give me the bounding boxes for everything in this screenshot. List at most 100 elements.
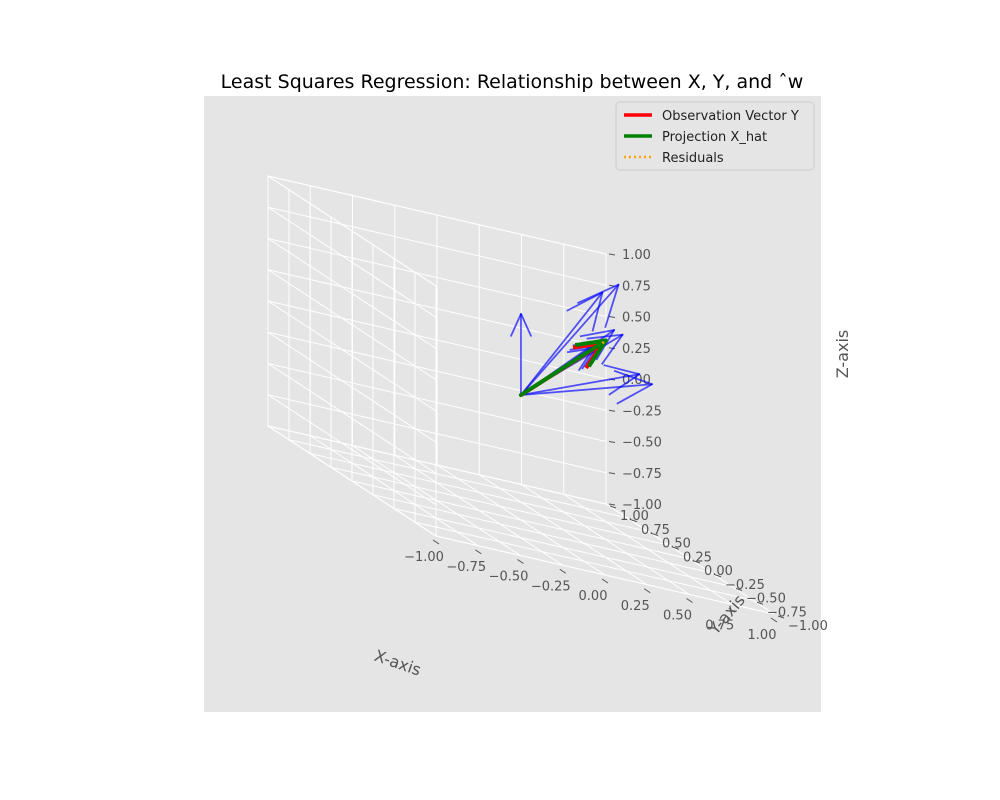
y-tick-label: 0.75 xyxy=(641,523,670,538)
z-tick-mark xyxy=(608,503,616,506)
x-tick-label: 0.50 xyxy=(663,609,692,624)
ticks: −1.00−0.75−0.50−0.250.000.250.500.751.00… xyxy=(404,248,828,643)
y-tick-mark xyxy=(651,533,659,536)
x-tick-mark xyxy=(643,588,651,594)
z-tick-label: 1.00 xyxy=(622,248,651,263)
x-tick-mark xyxy=(517,559,524,564)
z-tick-mark xyxy=(608,409,616,412)
z-tick-mark xyxy=(608,472,616,475)
z-tick-label: −0.50 xyxy=(622,436,662,451)
legend-label-observation: Observation Vector Y xyxy=(662,109,799,124)
residual-line xyxy=(601,339,607,345)
x-tick-label: −1.00 xyxy=(404,550,444,565)
blue-vector-head xyxy=(576,283,619,305)
grid-line xyxy=(267,238,437,349)
z-tick-label: −1.00 xyxy=(622,498,662,513)
y-tick-label: 0.00 xyxy=(704,564,733,579)
y-tick-mark xyxy=(735,588,743,591)
z-tick-label: −0.75 xyxy=(622,467,662,482)
grid-line xyxy=(309,453,649,532)
blue-vector-head xyxy=(591,292,604,332)
blue-vector xyxy=(520,283,620,396)
y-tick-label: −1.00 xyxy=(788,619,828,634)
x-tick-label: −0.50 xyxy=(489,570,529,585)
grid xyxy=(267,175,775,615)
z-tick-label: 0.50 xyxy=(622,311,651,326)
x-tick-mark xyxy=(728,607,736,613)
blue-vector-head xyxy=(579,329,615,338)
y-tick-mark xyxy=(630,519,638,523)
blue-vector-head xyxy=(520,313,533,337)
y-tick-mark xyxy=(777,615,785,619)
projection-vector-head xyxy=(587,339,608,368)
y-tick-label: 1.00 xyxy=(620,509,649,524)
z-tick-mark xyxy=(608,441,616,443)
legend: Observation Vector Y Projection X_hat Re… xyxy=(615,101,815,171)
x-tick-mark xyxy=(770,617,778,623)
blue-vector xyxy=(520,373,641,396)
grid-line xyxy=(267,206,607,286)
grid-line xyxy=(267,269,607,349)
vectors xyxy=(509,283,654,405)
x-tick-label: 0.00 xyxy=(579,589,608,604)
y-tick-label: 0.50 xyxy=(662,537,691,552)
z-tick-mark xyxy=(608,253,616,256)
y-tick-label: −0.25 xyxy=(725,578,765,593)
blue-vector-head xyxy=(613,369,653,386)
projection-vector-head xyxy=(574,338,607,348)
grid-line xyxy=(267,175,607,255)
grid-line xyxy=(267,425,607,505)
grid-line xyxy=(478,474,648,586)
x-tick-mark xyxy=(601,578,609,584)
z-tick-label: 0.75 xyxy=(622,279,651,294)
grid-line xyxy=(267,269,437,381)
legend-label-projection: Projection X_hat xyxy=(662,130,767,145)
x-tick-label: 1.00 xyxy=(748,628,777,643)
grid-line xyxy=(267,175,437,287)
y-tick-mark xyxy=(672,546,680,550)
z-axis-label: Z-axis xyxy=(833,330,852,379)
blue-vector xyxy=(520,291,604,396)
y-tick-mark xyxy=(609,505,617,509)
z-tick-label: 0.25 xyxy=(622,342,651,357)
x-tick-label: −0.25 xyxy=(531,579,571,594)
y-tick-mark xyxy=(693,560,701,564)
blue-vector-head xyxy=(586,333,623,340)
z-tick-label: −0.25 xyxy=(622,404,662,419)
y-tick-mark xyxy=(756,601,764,605)
blue-vector xyxy=(520,383,654,396)
grid-line xyxy=(267,238,607,317)
grid-line xyxy=(267,206,437,318)
grid-line xyxy=(267,300,437,412)
grid-line xyxy=(267,300,607,380)
x-tick-mark xyxy=(686,598,693,603)
grid-line xyxy=(521,484,690,595)
grid-line xyxy=(563,493,733,605)
blue-vector-head xyxy=(509,313,522,337)
x-tick-label: 0.25 xyxy=(621,599,650,614)
z-tick-mark xyxy=(608,316,616,318)
grid-line xyxy=(330,466,670,546)
x-tick-mark xyxy=(474,549,482,555)
blue-vector-head xyxy=(616,383,653,405)
y-tick-mark xyxy=(714,574,722,578)
y-tick-label: −0.75 xyxy=(767,605,807,620)
y-tick-label: 0.25 xyxy=(683,550,712,565)
blue-vector-head xyxy=(601,334,624,365)
legend-label-residuals: Residuals xyxy=(662,151,724,166)
grid-line xyxy=(288,439,628,519)
blue-vector-head xyxy=(603,364,640,376)
blue-vector-head xyxy=(604,284,620,329)
legend-box xyxy=(615,101,815,171)
chart-title: Least Squares Regression: Relationship b… xyxy=(221,71,804,93)
blue-vector-head xyxy=(566,347,594,354)
y-tick-label: −0.50 xyxy=(746,592,786,607)
x-tick-label: 0.75 xyxy=(705,618,734,633)
grid-line xyxy=(351,480,691,560)
x-tick-label: −0.75 xyxy=(446,560,486,575)
projection-vector xyxy=(519,338,608,397)
grid-line xyxy=(605,503,775,615)
x-tick-mark xyxy=(432,539,440,545)
z-tick-mark xyxy=(608,347,616,350)
